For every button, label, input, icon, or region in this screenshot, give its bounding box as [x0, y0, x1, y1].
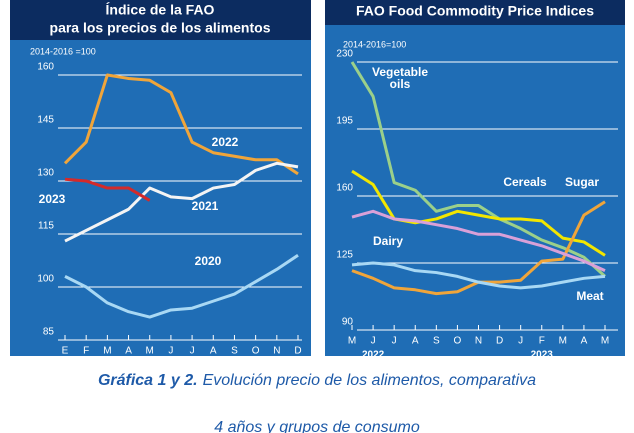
unit-label: 2014-2016 =100 [30, 46, 96, 56]
series-label: 2023 [39, 192, 66, 206]
y-tick-label: 90 [342, 317, 354, 328]
chart-title: para los precios de los alimentos [50, 20, 271, 36]
panel-right [325, 0, 625, 356]
series-line [64, 161, 299, 243]
x-tick-label: J [190, 346, 195, 357]
y-tick-label: 145 [37, 115, 54, 126]
x-tick-label: O [252, 346, 260, 357]
series-label: Cereals [503, 175, 547, 189]
x-tick-label: J [518, 336, 523, 347]
series-line [350, 61, 607, 278]
caption-line: 4 años y grupos de consumo [214, 419, 420, 433]
x-tick-label: D [496, 336, 503, 347]
x-tick-label: E [62, 346, 69, 357]
x-tick-label: M [348, 336, 356, 347]
x-tick-label: D [294, 346, 301, 357]
x-tick-label: M [559, 336, 567, 347]
x-tick-label: A [581, 336, 588, 347]
series-label: Sugar [565, 175, 599, 189]
x-tick-label: M [146, 346, 154, 357]
series-line [64, 177, 151, 202]
x-tick-label: N [475, 336, 482, 347]
chart-title: FAO Food Commodity Price Indices [356, 3, 594, 19]
x-tick-label: O [454, 336, 462, 347]
x-tick-label: J [392, 336, 397, 347]
y-tick-label: 115 [38, 221, 54, 232]
caption-bold: Gráfica 1 y 2. [98, 372, 198, 389]
caption-line: Gráfica 1 y 2. Evolución precio de los al… [98, 372, 536, 389]
caption-text: Evolución precio de los alimentos, compa… [203, 372, 537, 389]
y-tick-label: 230 [336, 49, 353, 60]
series-label: 2020 [195, 254, 222, 268]
x-tick-label: J [168, 346, 173, 357]
series-label: Vegetable oils [371, 65, 429, 91]
y-tick-label: 160 [37, 62, 54, 73]
y-tick-label: 195 [336, 116, 353, 127]
title-band-left [10, 0, 311, 40]
panel-left [10, 0, 311, 356]
x-tick-label: A [125, 346, 132, 357]
x-tick-label: S [231, 346, 238, 357]
series-label: 2022 [212, 135, 239, 149]
year-label: 2023 [531, 350, 554, 361]
title-band-right [325, 0, 625, 25]
x-tick-label: N [273, 346, 280, 357]
y-tick-label: 100 [37, 274, 54, 285]
y-tick-label: 125 [336, 250, 353, 261]
x-tick-label: F [539, 336, 545, 347]
series-line [351, 209, 606, 273]
x-tick-label: A [412, 336, 419, 347]
y-tick-label: 160 [336, 183, 353, 194]
year-label: 2022 [362, 350, 385, 361]
series-label: Dairy [373, 234, 403, 248]
x-tick-label: F [83, 346, 89, 357]
x-tick-label: M [103, 346, 111, 357]
x-tick-label: J [371, 336, 376, 347]
series-line [64, 253, 299, 319]
series-label: 2021 [192, 199, 219, 213]
x-tick-label: M [601, 336, 609, 347]
series-label: Meat [576, 289, 603, 303]
unit-label: 2014-2016=100 [343, 39, 406, 49]
x-tick-label: A [210, 346, 217, 357]
y-tick-label: 130 [37, 168, 54, 179]
chart-title: Índice de la FAO [106, 2, 215, 18]
x-tick-label: S [433, 336, 440, 347]
series-line [63, 73, 299, 176]
y-tick-label: 85 [43, 327, 55, 338]
series-line [351, 261, 606, 290]
